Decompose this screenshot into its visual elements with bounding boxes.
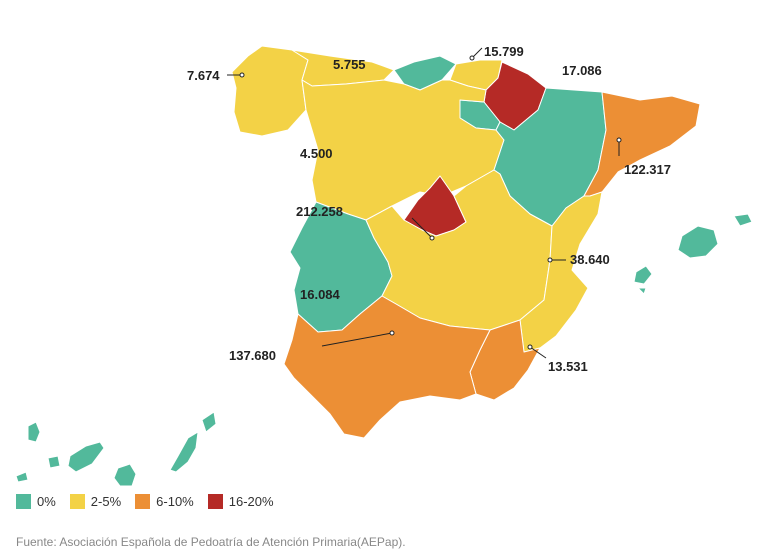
region-canary-la-palma (27, 421, 41, 443)
label-andalusia: 137.680 (229, 348, 276, 363)
map-labels: 7.674 5.755 15.799 17.086 4.500 122.317 … (187, 44, 671, 374)
legend-item-6-10: 6-10% (135, 494, 194, 509)
label-murcia: 13.531 (548, 359, 588, 374)
label-basque: 15.799 (484, 44, 524, 59)
legend-swatch-16-20 (207, 494, 223, 509)
region-andalusia (283, 295, 491, 439)
legend-label-2-5: 2-5% (90, 494, 122, 509)
spain-map: 7.674 5.755 15.799 17.086 4.500 122.317 … (15, 44, 753, 487)
map-annotations (227, 47, 622, 359)
region-balearic-menorca (733, 213, 753, 227)
dot-catalonia (616, 137, 622, 143)
dot-basque (469, 55, 475, 61)
leader-andalusia (321, 332, 393, 347)
region-balearic-formentera (637, 287, 647, 295)
label-madrid: 212.258 (296, 204, 343, 219)
legend-label-16-20: 16-20% (228, 494, 274, 509)
label-asturias: 5.755 (333, 57, 366, 72)
dot-galicia (239, 72, 245, 78)
region-canary-el-hierro (15, 471, 29, 483)
legend-swatch-6-10 (135, 494, 151, 509)
label-extremadura: 16.084 (300, 287, 341, 302)
region-balearic-ibiza (633, 265, 653, 285)
legend-item-16-20: 16-20% (207, 494, 274, 509)
legend-item-2-5: 2-5% (69, 494, 122, 509)
label-valencia: 38.640 (570, 252, 610, 267)
dot-madrid (429, 235, 435, 241)
region-canary-fuerteventura (169, 431, 199, 473)
source-note: Fuente: Asociación Española de Pedoatría… (16, 535, 406, 549)
label-galicia: 7.674 (187, 68, 220, 83)
leader-madrid (411, 217, 433, 239)
region-canary-tenerife (67, 441, 105, 473)
legend-swatch-0 (16, 494, 31, 509)
legend-item-0: 0% (16, 494, 56, 509)
legend-label-0: 0% (37, 494, 56, 509)
legend-swatch-2-5 (69, 494, 85, 509)
label-catalonia: 122.317 (624, 162, 671, 177)
region-valencia (519, 191, 603, 353)
region-balearic-mallorca (677, 225, 719, 259)
leader-murcia (529, 346, 547, 359)
region-galicia (231, 45, 309, 137)
legend-label-6-10: 6-10% (156, 494, 194, 509)
dot-valencia (547, 257, 553, 263)
label-castilla-leon: 4.500 (300, 146, 333, 161)
dot-murcia (527, 344, 533, 350)
dot-andalusia (389, 330, 395, 336)
region-canary-lanzarote (201, 411, 217, 433)
label-navarra: 17.086 (562, 63, 602, 78)
legend: 0% 2-5% 6-10% 16-20% (16, 494, 274, 509)
region-catalonia (583, 91, 701, 197)
region-canary-gran-canaria (113, 463, 137, 487)
region-canary-la-gomera (47, 455, 61, 469)
